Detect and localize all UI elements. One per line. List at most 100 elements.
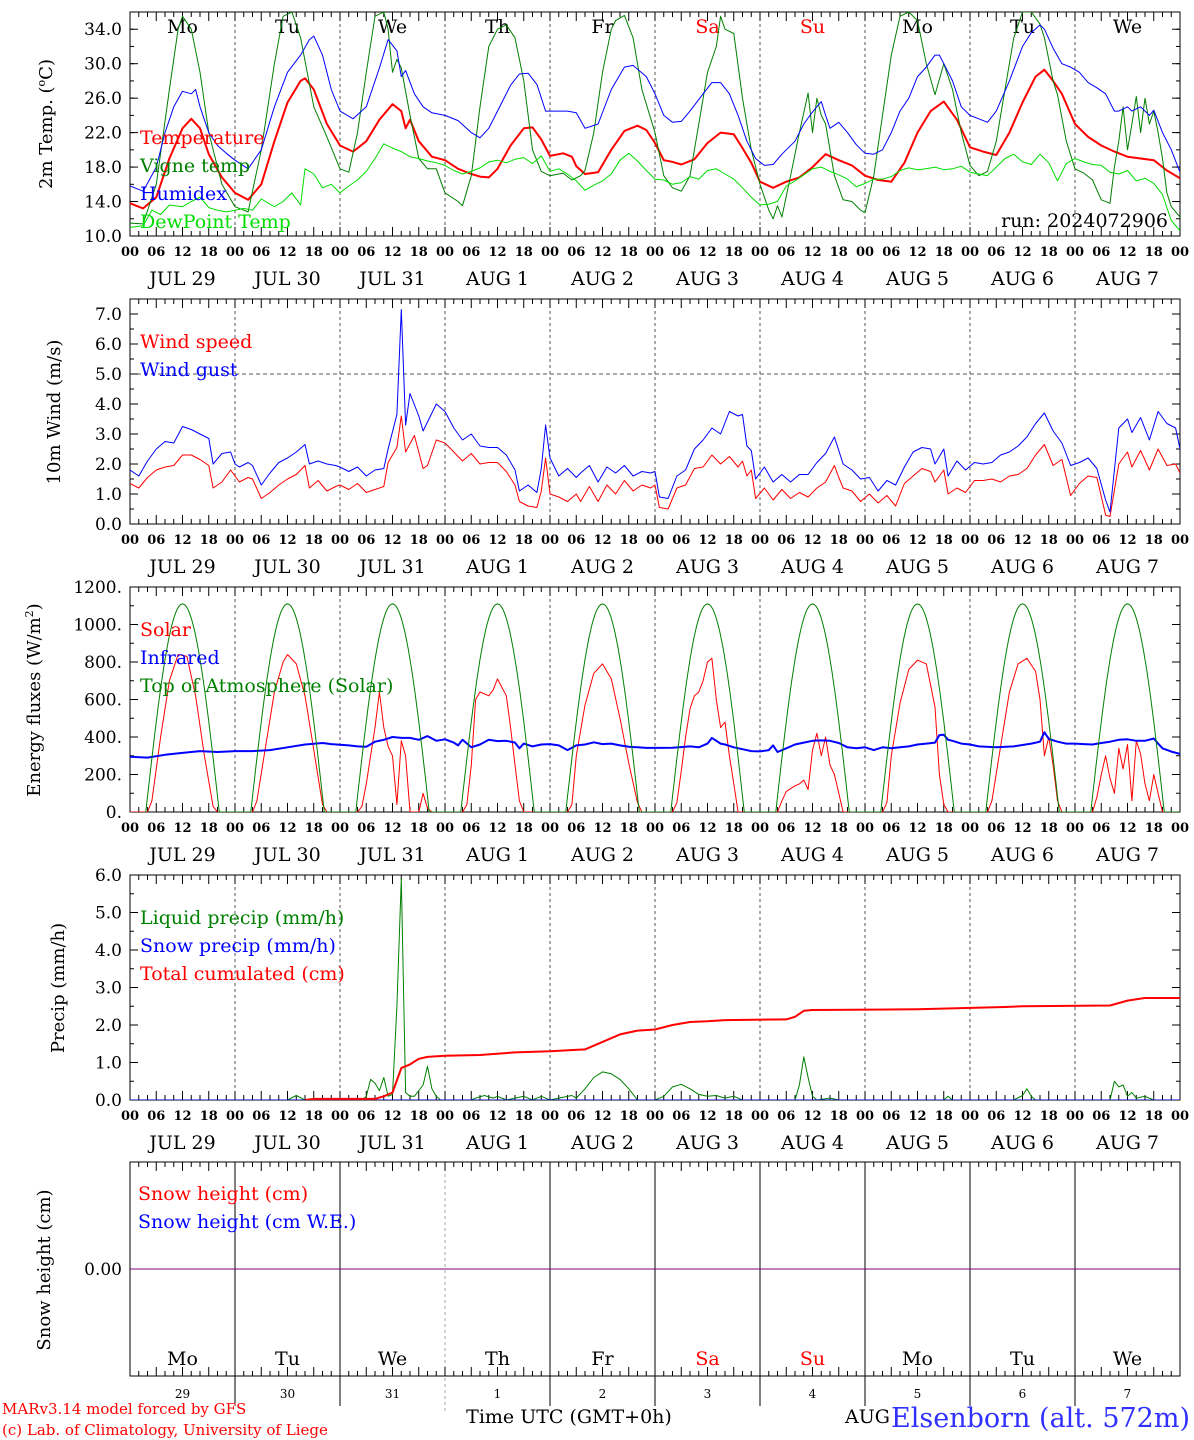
date-label: AUG 6 xyxy=(990,844,1054,866)
hour-tick-label: 00 xyxy=(1171,245,1189,260)
hour-tick-label: 12 xyxy=(908,821,926,836)
hour-tick-label: 18 xyxy=(200,533,218,548)
panel-temperature-plot: 10.0 14.0 18.0 22.0 26.0 30.0 34.0 00 06 12 18 00 06… xyxy=(84,11,1189,290)
y-tick-label: 4.0 xyxy=(95,941,122,961)
hour-tick-label: 12 xyxy=(1013,821,1031,836)
date-label: AUG 2 xyxy=(570,844,634,866)
y-tick-label: 5.0 xyxy=(95,904,122,924)
hour-tick-label: 12 xyxy=(593,245,611,260)
day-number-label: 30 xyxy=(280,1387,295,1401)
hour-tick-label: 12 xyxy=(173,245,191,260)
hour-tick-label: 00 xyxy=(121,821,139,836)
date-label: AUG 2 xyxy=(570,556,634,578)
hour-tick-label: 06 xyxy=(777,821,795,836)
weekday-label: We xyxy=(1113,1348,1142,1370)
hour-tick-label: 00 xyxy=(646,533,664,548)
hour-tick-label: 00 xyxy=(646,245,664,260)
hour-tick-label: 18 xyxy=(410,245,428,260)
hour-tick-label: 00 xyxy=(1066,533,1084,548)
date-label: AUG 3 xyxy=(675,1132,739,1154)
y-tick-label: 0.0 xyxy=(95,1091,122,1111)
hour-tick-label: 00 xyxy=(226,245,244,260)
weekday-label: Fr xyxy=(591,16,614,38)
hour-tick-label: 12 xyxy=(278,533,296,548)
date-label: AUG 5 xyxy=(885,556,949,578)
energy-ylabel: Energy fluxes (W/m2) xyxy=(23,603,45,796)
panel-energy-plot: 0. 200. 400. 600. 800. 1000. 1200. 00 06 12 18 00 06… xyxy=(73,578,1189,866)
legend-total-cumulated: Total cumulated (cm) xyxy=(140,963,345,985)
hour-tick-label: 00 xyxy=(331,821,349,836)
y-tick-label: 0.00 xyxy=(84,1260,122,1280)
snow-ylabel: Snow height (cm) xyxy=(34,1189,55,1350)
hour-tick-label: 18 xyxy=(935,1109,953,1124)
hour-tick-label: 06 xyxy=(987,1109,1005,1124)
date-label: JUL 30 xyxy=(252,556,320,578)
hour-tick-label: 06 xyxy=(567,1109,585,1124)
hour-tick-label: 00 xyxy=(121,1109,139,1124)
hour-tick-label: 12 xyxy=(908,245,926,260)
day-number-label: 29 xyxy=(175,1387,190,1401)
date-label: AUG 7 xyxy=(1095,556,1159,578)
hour-tick-label: 00 xyxy=(1171,533,1189,548)
hour-tick-label: 06 xyxy=(672,1109,690,1124)
date-label: AUG 6 xyxy=(990,268,1054,290)
hour-tick-label: 18 xyxy=(620,533,638,548)
weekday-label: Sa xyxy=(695,16,719,38)
hour-tick-label: 12 xyxy=(698,1109,716,1124)
date-label: AUG 1 xyxy=(465,844,529,866)
legend-liquid-precip: Liquid precip (mm/h) xyxy=(140,907,344,929)
y-tick-label: 600. xyxy=(84,691,122,711)
hour-tick-label: 18 xyxy=(410,533,428,548)
weekday-label: Th xyxy=(485,16,510,38)
hour-tick-label: 00 xyxy=(856,1109,874,1124)
hour-tick-label: 06 xyxy=(357,821,375,836)
hour-tick-label: 12 xyxy=(173,821,191,836)
date-label: AUG 5 xyxy=(885,268,949,290)
hour-tick-label: 18 xyxy=(515,245,533,260)
hour-tick-label: 00 xyxy=(541,821,559,836)
series-total-cumulated-cm xyxy=(304,997,1180,1100)
weekday-label: Th xyxy=(485,1348,510,1370)
hour-tick-label: 06 xyxy=(777,1109,795,1124)
hour-tick-label: 18 xyxy=(620,821,638,836)
hour-tick-label: 00 xyxy=(961,821,979,836)
hour-tick-label: 12 xyxy=(1013,245,1031,260)
xaxis-overlap-label: AUG xyxy=(844,1406,890,1428)
hour-tick-label: 00 xyxy=(121,245,139,260)
hour-tick-label: 06 xyxy=(252,1109,270,1124)
hour-tick-label: 18 xyxy=(620,245,638,260)
legend-wind-speed: Wind speed xyxy=(140,331,252,353)
date-label: AUG 3 xyxy=(675,844,739,866)
hour-tick-label: 12 xyxy=(803,821,821,836)
hour-tick-label: 06 xyxy=(1092,821,1110,836)
hour-tick-label: 00 xyxy=(436,1109,454,1124)
legend-temperature: Temperature xyxy=(140,127,264,149)
legend-solar: Solar xyxy=(140,619,192,641)
hour-tick-label: 06 xyxy=(147,533,165,548)
weekday-label: Su xyxy=(800,1348,825,1370)
hour-tick-label: 06 xyxy=(777,245,795,260)
weekday-label: Sa xyxy=(695,1348,719,1370)
date-label: JUL 29 xyxy=(147,556,215,578)
hour-tick-label: 18 xyxy=(305,245,323,260)
plot-frame xyxy=(129,586,1181,813)
precip-panel: Precip (mm/h) Liquid precip (mm/h) Snow … xyxy=(48,907,345,1053)
legend-humidex: Humidex xyxy=(140,183,227,205)
hour-tick-label: 12 xyxy=(278,1109,296,1124)
weekday-label: Mo xyxy=(902,1348,933,1370)
date-label: JUL 30 xyxy=(252,268,320,290)
hour-tick-label: 12 xyxy=(383,1109,401,1124)
day-number-label: 1 xyxy=(494,1387,502,1401)
credit-line-1: MARv3.14 model forced by GFS xyxy=(2,1400,246,1418)
credit-line-2: (c) Lab. of Climatology, University of L… xyxy=(2,1421,328,1439)
hour-tick-label: 00 xyxy=(646,1109,664,1124)
hour-tick-label: 06 xyxy=(1092,533,1110,548)
hour-tick-label: 00 xyxy=(1066,1109,1084,1124)
y-tick-label: 400. xyxy=(84,728,122,748)
series-dewpoint-temp xyxy=(130,143,1180,232)
y-tick-label: 1000. xyxy=(73,616,122,636)
date-label: AUG 6 xyxy=(990,556,1054,578)
weekday-label: Tu xyxy=(275,16,300,38)
date-label: AUG 2 xyxy=(570,268,634,290)
footer: MARv3.14 model forced by GFS (c) Lab. of… xyxy=(2,1400,1190,1439)
